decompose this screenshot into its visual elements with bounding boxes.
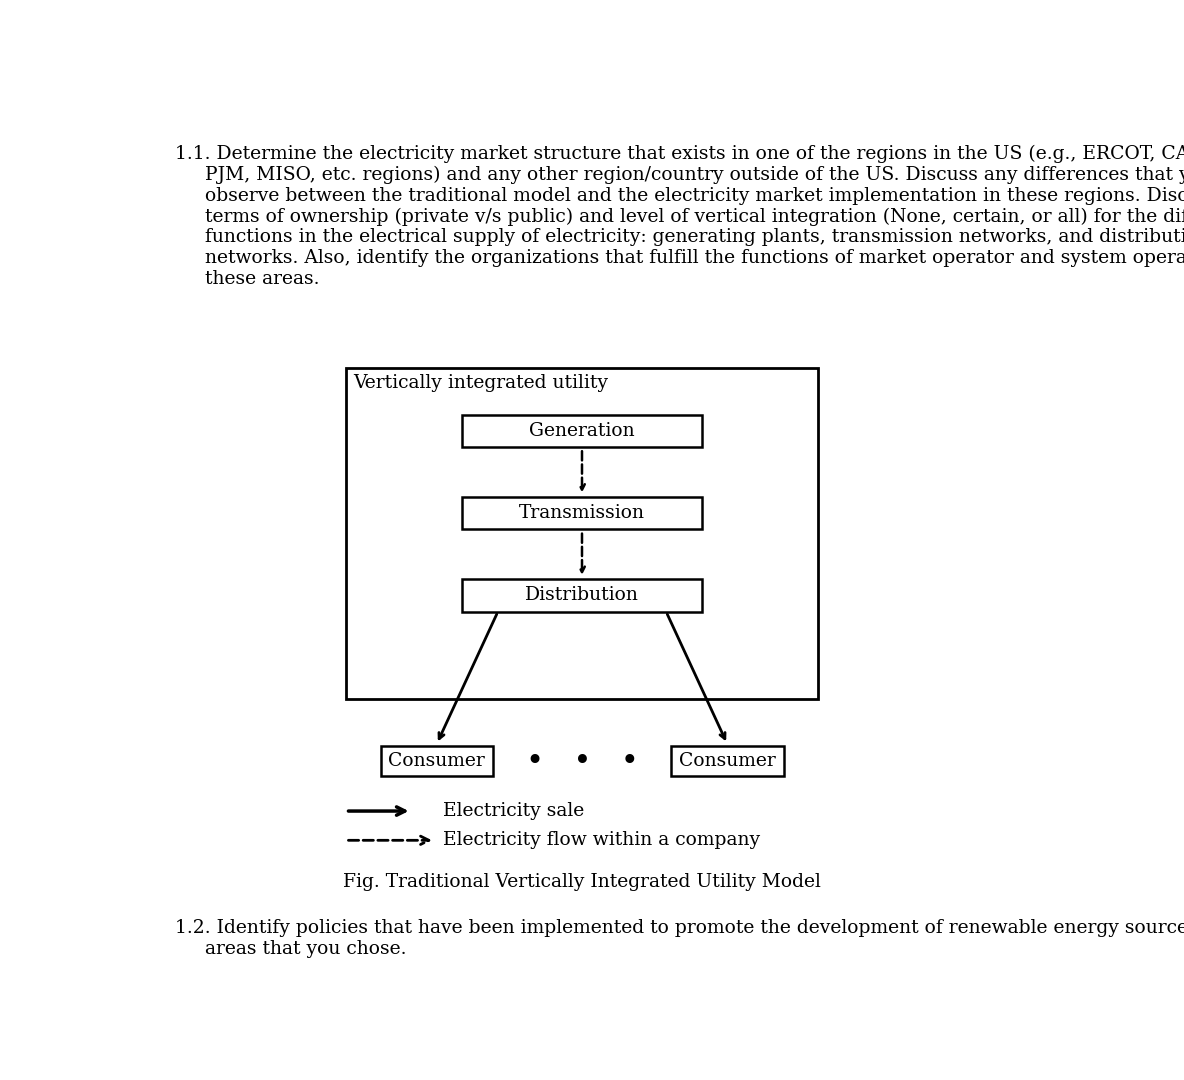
Text: Distribution: Distribution bbox=[525, 586, 639, 605]
FancyBboxPatch shape bbox=[462, 497, 702, 529]
Text: Consumer: Consumer bbox=[388, 752, 485, 770]
Text: areas that you chose.: areas that you chose. bbox=[175, 940, 406, 958]
Text: 1.1. Determine the electricity market structure that exists in one of the region: 1.1. Determine the electricity market st… bbox=[175, 145, 1184, 163]
Text: terms of ownership (private v/s public) and level of vertical integration (None,: terms of ownership (private v/s public) … bbox=[175, 207, 1184, 226]
Text: •   •   •: • • • bbox=[526, 746, 638, 775]
Text: networks. Also, identify the organizations that fulfill the functions of market : networks. Also, identify the organizatio… bbox=[175, 249, 1184, 267]
FancyBboxPatch shape bbox=[671, 745, 784, 777]
FancyBboxPatch shape bbox=[380, 745, 493, 777]
Text: PJM, MISO, etc. regions) and any other region/country outside of the US. Discuss: PJM, MISO, etc. regions) and any other r… bbox=[175, 166, 1184, 184]
FancyBboxPatch shape bbox=[462, 415, 702, 447]
Text: Transmission: Transmission bbox=[519, 504, 645, 522]
FancyBboxPatch shape bbox=[462, 579, 702, 611]
Text: these areas.: these areas. bbox=[175, 270, 320, 287]
Text: Vertically integrated utility: Vertically integrated utility bbox=[353, 375, 609, 392]
Text: Generation: Generation bbox=[529, 421, 635, 440]
FancyBboxPatch shape bbox=[346, 368, 818, 700]
Text: Consumer: Consumer bbox=[678, 752, 776, 770]
Text: 1.2. Identify policies that have been implemented to promote the development of : 1.2. Identify policies that have been im… bbox=[175, 919, 1184, 936]
Text: functions in the electrical supply of electricity: generating plants, transmissi: functions in the electrical supply of el… bbox=[175, 228, 1184, 246]
Text: Electricity flow within a company: Electricity flow within a company bbox=[443, 832, 760, 849]
Text: Fig. Traditional Vertically Integrated Utility Model: Fig. Traditional Vertically Integrated U… bbox=[343, 873, 821, 891]
Text: observe between the traditional model and the electricity market implementation : observe between the traditional model an… bbox=[175, 187, 1184, 204]
Text: Electricity sale: Electricity sale bbox=[443, 802, 584, 820]
